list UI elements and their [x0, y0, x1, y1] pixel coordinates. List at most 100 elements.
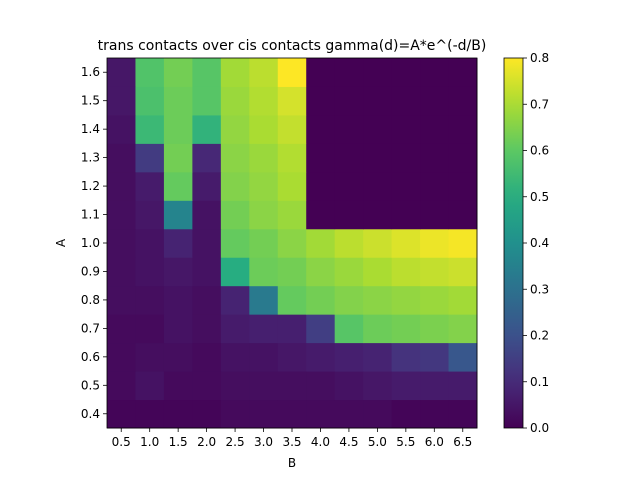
y-tick-label: 1.5: [81, 94, 100, 108]
heatmap-cell: [192, 371, 222, 401]
heatmap-cell: [420, 314, 450, 344]
x-tick-label: 1.5: [169, 435, 188, 449]
heatmap-cell: [391, 257, 421, 287]
heatmap-cell: [306, 285, 336, 315]
colorbar-tick-label: 0.7: [530, 97, 549, 111]
heatmap-cell: [163, 58, 193, 87]
heatmap-cell: [163, 171, 193, 201]
heatmap-cell: [363, 86, 393, 116]
colorbar-tick-label: 0.5: [530, 190, 549, 204]
y-axis-ticks: 0.4 0.5 0.6 0.7 0.8 0.9 1.0 1.1 1.2 1.3 1.4 1.5 1.6: [81, 65, 107, 421]
heatmap-cell: [306, 399, 336, 429]
colorbar-ticks: 0.0 0.1 0.2 0.3 0.4 0.5 0.6 0.7 0.8: [523, 51, 549, 435]
y-tick-label: 0.5: [81, 378, 100, 392]
heatmap-cell: [306, 114, 336, 144]
heatmap-cell: [391, 86, 421, 116]
heatmap-cell: [107, 399, 136, 429]
heatmap-cell: [135, 143, 165, 173]
heatmap-cell: [220, 257, 250, 287]
heatmap-cell: [334, 228, 364, 258]
y-tick-label: 1.0: [81, 236, 100, 250]
heatmap-cell: [107, 228, 136, 258]
heatmap-cell: [220, 314, 250, 344]
heatmap-cell: [107, 114, 136, 144]
heatmap-cell: [163, 371, 193, 401]
colorbar-tick-label: 0.1: [530, 375, 549, 389]
heatmap-cell: [135, 342, 165, 372]
heatmap-cell: [135, 114, 165, 144]
heatmap-cell: [420, 86, 450, 116]
heatmap-cell: [448, 86, 478, 116]
heatmap-cell: [249, 314, 279, 344]
heatmap-cell: [135, 228, 165, 258]
heatmap-cell: [334, 257, 364, 287]
heatmap-cell: [220, 171, 250, 201]
heatmap-cell: [249, 143, 279, 173]
heatmap-cell: [192, 171, 222, 201]
heatmap-cell: [192, 114, 222, 144]
heatmap-cell: [163, 143, 193, 173]
heatmap-cell: [334, 371, 364, 401]
heatmap-cell: [363, 342, 393, 372]
y-tick-label: 0.8: [81, 293, 100, 307]
heatmap-cell: [306, 58, 336, 87]
y-tick-label: 1.4: [81, 122, 100, 136]
y-tick-label: 1.2: [81, 179, 100, 193]
x-tick-label: 5.0: [368, 435, 387, 449]
heatmap-cell: [306, 171, 336, 201]
heatmap-cell: [448, 314, 478, 344]
heatmap-cell: [135, 257, 165, 287]
heatmap-cell: [420, 143, 450, 173]
heatmap-cell: [448, 228, 478, 258]
heatmap-cell: [391, 228, 421, 258]
heatmap-cell: [107, 171, 136, 201]
heatmap-cell: [363, 171, 393, 201]
x-tick-label: 5.5: [396, 435, 415, 449]
heatmap-cell: [391, 342, 421, 372]
heatmap-cell: [163, 200, 193, 230]
heatmap-cell: [163, 86, 193, 116]
heatmap-cell: [448, 342, 478, 372]
heatmap-cell: [277, 314, 307, 344]
heatmap-cell: [448, 285, 478, 315]
heatmap-cell: [277, 114, 307, 144]
heatmap-cell: [107, 257, 136, 287]
heatmap-cell: [363, 399, 393, 429]
heatmap-cell: [306, 143, 336, 173]
heatmap-cell: [420, 200, 450, 230]
heatmap-cell: [249, 228, 279, 258]
heatmap-cell: [135, 399, 165, 429]
colorbar-tick-label: 0.4: [530, 236, 549, 250]
heatmap-cell: [334, 114, 364, 144]
heatmap-cell: [334, 58, 364, 87]
x-tick-label: 4.5: [339, 435, 358, 449]
x-tick-label: 2.0: [197, 435, 216, 449]
heatmap-cell: [363, 314, 393, 344]
heatmap-cell: [448, 371, 478, 401]
heatmap-cell: [277, 200, 307, 230]
heatmap-cell: [391, 371, 421, 401]
heatmap-cell: [363, 371, 393, 401]
heatmap-cell: [107, 371, 136, 401]
x-tick-label: 0.5: [112, 435, 131, 449]
heatmap-cell: [192, 285, 222, 315]
heatmap-cell: [220, 86, 250, 116]
heatmap-cell: [135, 86, 165, 116]
heatmap-cell: [192, 228, 222, 258]
heatmap-cell: [163, 257, 193, 287]
heatmap-cell: [220, 285, 250, 315]
heatmap-cell: [135, 200, 165, 230]
heatmap-cell: [249, 257, 279, 287]
x-tick-label: 6.5: [453, 435, 472, 449]
heatmap-cell: [334, 143, 364, 173]
heatmap-cell: [135, 285, 165, 315]
heatmap-cell: [363, 114, 393, 144]
heatmap-cell: [277, 371, 307, 401]
heatmap-cell: [363, 58, 393, 87]
heatmap-cell: [107, 58, 136, 87]
y-tick-label: 1.1: [81, 208, 100, 222]
heatmap-cell: [391, 58, 421, 87]
heatmap-cell: [391, 399, 421, 429]
